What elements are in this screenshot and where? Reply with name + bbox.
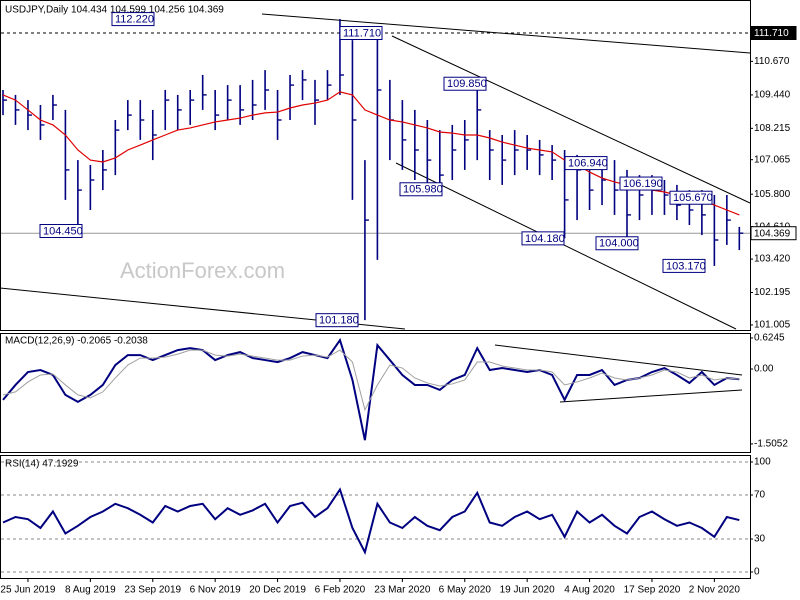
annotation-box xyxy=(315,313,359,328)
level-tag xyxy=(750,26,797,40)
annotation-box xyxy=(619,176,663,191)
y-tick-label: 0.00 xyxy=(754,364,774,375)
annotation-label: 104.000 xyxy=(599,238,639,250)
trendline xyxy=(559,389,743,403)
annotation-box xyxy=(339,26,383,40)
last-tag-label: 104.369 xyxy=(754,228,791,239)
annotation-box xyxy=(399,182,443,197)
annotation-label: 106.190 xyxy=(623,178,663,190)
x-tick-label: 6 May 2020 xyxy=(439,585,492,596)
rsi-panel xyxy=(0,455,751,579)
x-tick-label: 25 Jun 2019 xyxy=(0,585,55,596)
x-tick-label: 6 Nov 2019 xyxy=(190,585,242,596)
moving-average xyxy=(2,91,740,216)
x-tick-label: 20 Dec 2019 xyxy=(249,585,306,596)
annotation-box xyxy=(595,236,639,251)
annotation-label: 105.980 xyxy=(403,184,443,196)
y-tick-label: 105.800 xyxy=(754,189,791,200)
y-tick-label: 108.215 xyxy=(754,123,791,134)
y-tick-label: 0.6245 xyxy=(754,333,785,344)
indicator-line xyxy=(2,337,740,441)
chart-title: USDJPY,Daily 104.434 104.599 104.256 104… xyxy=(5,5,224,16)
annotation-label: 109.850 xyxy=(447,78,487,90)
y-tick-label: 103.420 xyxy=(754,254,791,265)
indicator-line xyxy=(2,487,740,555)
signal-line xyxy=(2,349,740,412)
annotation-label: 104.450 xyxy=(43,225,83,237)
x-tick-label: 6 Feb 2020 xyxy=(315,585,366,596)
annotation-box xyxy=(443,76,487,91)
annotation-box xyxy=(669,190,713,205)
annotation-label: 101.180 xyxy=(319,315,359,327)
y-tick-label: 100 xyxy=(754,457,771,468)
trendline xyxy=(395,162,737,330)
trendline xyxy=(391,35,751,204)
rsi-title: RSI(14) 47.1929 xyxy=(5,459,79,470)
trendline xyxy=(494,344,743,376)
y-tick-label: 109.440 xyxy=(754,90,791,101)
annotation-box xyxy=(39,224,83,238)
annotation-box xyxy=(521,231,565,246)
x-tick-label: 4 Aug 2020 xyxy=(564,585,615,596)
y-tick-label: 70 xyxy=(754,490,766,501)
y-tick-label: 110.670 xyxy=(754,56,790,67)
y-tick-label: 0 xyxy=(754,567,760,578)
annotation-label: 104.180 xyxy=(525,233,565,245)
annotation-label: 105.670 xyxy=(673,192,713,204)
y-tick-label: 101.005 xyxy=(754,320,791,331)
annotation-box xyxy=(662,258,706,273)
annotation-box xyxy=(111,12,155,27)
price-panel xyxy=(0,0,751,331)
y-tick-label: -1.5052 xyxy=(754,439,788,450)
annotation-label: 106.940 xyxy=(568,157,608,169)
x-tick-label: 19 Jun 2020 xyxy=(500,585,555,596)
x-tick-label: 17 Sep 2020 xyxy=(624,585,681,596)
watermark: ActionForex.com xyxy=(120,258,285,283)
macd-panel xyxy=(0,333,751,453)
level-tag-label: 111.710 xyxy=(754,28,789,39)
y-tick-label: 102.195 xyxy=(754,287,791,298)
annotation-label: 111.710 xyxy=(343,27,381,39)
x-tick-label: 23 Mar 2020 xyxy=(374,585,431,596)
annotation-box xyxy=(564,156,608,171)
x-tick-label: 23 Sep 2019 xyxy=(124,585,181,596)
annotation-label: 112.220 xyxy=(115,13,154,25)
last-tag xyxy=(750,226,797,241)
x-tick-label: 2 Nov 2020 xyxy=(689,585,741,596)
y-tick-label: 30 xyxy=(754,534,766,545)
annotation-label: 103.170 xyxy=(666,260,706,272)
x-tick-label: 8 Aug 2019 xyxy=(65,585,116,596)
macd-title: MACD(12,26,9) -0.2065 -0.2038 xyxy=(5,336,148,347)
y-tick-label: 107.065 xyxy=(754,154,791,165)
